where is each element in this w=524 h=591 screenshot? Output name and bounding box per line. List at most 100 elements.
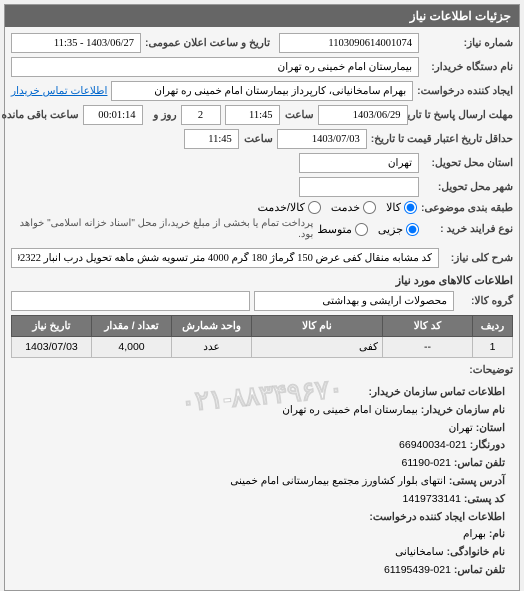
cell-code: --	[383, 337, 473, 358]
row-buyer-org: نام دستگاه خریدار:	[11, 57, 513, 77]
validity-label: حداقل تاریخ اعتبار قیمت تا تاریخ:	[371, 133, 513, 145]
cell-name: کفی	[252, 337, 383, 358]
postal: 1419733141	[403, 493, 461, 505]
address: انتهای بلوار کشاورز مجتمع بیمارستانی اما…	[230, 475, 446, 487]
lname-label: نام خانوادگی:	[447, 546, 505, 558]
cell-date: 1403/07/03	[12, 337, 92, 358]
row-deadline: مهلت ارسال پاسخ تا تاریخ: ساعت روز و ساع…	[11, 105, 513, 125]
deadline-send-label: مهلت ارسال پاسخ تا تاریخ:	[412, 109, 513, 121]
th-code: کد کالا	[383, 316, 473, 337]
remain-input[interactable]	[83, 105, 143, 125]
th-date: تاریخ نیاز	[12, 316, 92, 337]
row-province: استان محل تحویل:	[11, 153, 513, 173]
fax: 021-66940034	[399, 439, 467, 451]
goods-section-title: اطلاعات کالاهای مورد نیاز	[11, 274, 513, 287]
radio-service-label: خدمت	[331, 201, 360, 214]
goods-group-label: گروه کالا:	[458, 295, 513, 307]
row-city: شهر محل تحویل:	[11, 177, 513, 197]
deadline-time-input[interactable]	[225, 105, 280, 125]
radio-service-input[interactable]	[363, 201, 376, 214]
radio-service[interactable]: خدمت	[331, 201, 376, 214]
row-creator: ایجاد کننده درخواست: اطلاعات تماس خریدار	[11, 81, 513, 101]
radio-goods-service[interactable]: کالا/خدمت	[258, 201, 321, 214]
buyer-section-title: اطلاعات تماس سازمان خریدار:	[19, 384, 505, 401]
goods-group-input[interactable]	[254, 291, 454, 311]
th-row: ردیف	[473, 316, 513, 337]
radio-goods-service-input[interactable]	[308, 201, 321, 214]
time-label-2: ساعت	[243, 133, 273, 145]
request-no-label: شماره نیاز:	[423, 37, 513, 49]
days-label: روز و	[147, 109, 177, 121]
radio-goods[interactable]: کالا	[386, 201, 417, 214]
row-title: شرح کلی نیاز:	[11, 248, 513, 268]
validity-date-input[interactable]	[277, 129, 367, 149]
city-input[interactable]	[299, 177, 419, 197]
fname-label: نام:	[489, 528, 505, 540]
radio-partial[interactable]: جزیی	[378, 223, 419, 236]
details-panel: جزئیات اطلاعات نیاز شماره نیاز: تاریخ و …	[4, 4, 520, 591]
title-label: شرح کلی نیاز:	[443, 252, 513, 264]
panel-body: شماره نیاز: تاریخ و ساعت اعلان عمومی: نا…	[5, 27, 519, 590]
th-name: نام کالا	[252, 316, 383, 337]
cell-row: 1	[473, 337, 513, 358]
announce-input[interactable]	[11, 33, 141, 53]
row-category: طبقه بندی موضوعی: کالا خدمت کالا/خدمت	[11, 201, 513, 214]
radio-medium[interactable]: متوسط	[317, 223, 368, 236]
paytype-radios: جزیی متوسط	[317, 223, 419, 236]
request-no-input[interactable]	[279, 33, 419, 53]
province-label: استان محل تحویل:	[423, 157, 513, 169]
radio-medium-label: متوسط	[317, 223, 352, 236]
panel-title: جزئیات اطلاعات نیاز	[5, 5, 519, 27]
announce-label: تاریخ و ساعت اعلان عمومی:	[145, 37, 270, 49]
row-goods-group: گروه کالا:	[11, 291, 513, 311]
lname: سامخانیانی	[395, 546, 444, 558]
title-input[interactable]	[11, 248, 439, 268]
radio-goods-label: کالا	[386, 201, 401, 214]
c-province: تهران	[449, 422, 473, 434]
radio-medium-input[interactable]	[355, 223, 368, 236]
category-radios: کالا خدمت کالا/خدمت	[258, 201, 417, 214]
org-name-label: نام سازمان خریدار:	[421, 404, 505, 416]
table-header-row: ردیف کد کالا نام کالا واحد شمارش تعداد /…	[12, 316, 513, 337]
pay-note: پرداخت تمام یا بخشی از مبلغ خرید،از محل …	[11, 218, 313, 240]
paytype-label: نوع فرایند خرید :	[423, 223, 513, 235]
radio-goods-input[interactable]	[404, 201, 417, 214]
row-request-no: شماره نیاز: تاریخ و ساعت اعلان عمومی:	[11, 33, 513, 53]
cphone: 021-61195439	[384, 564, 451, 576]
th-unit: واحد شمارش	[172, 316, 252, 337]
th-qty: تعداد / مقدار	[92, 316, 172, 337]
deadline-date-input[interactable]	[318, 105, 408, 125]
city-label: شهر محل تحویل:	[423, 181, 513, 193]
row-validity: حداقل تاریخ اعتبار قیمت تا تاریخ: ساعت	[11, 129, 513, 149]
fax-label: دورنگار:	[470, 439, 505, 451]
creator-input[interactable]	[111, 81, 413, 101]
radio-goods-service-label: کالا/خدمت	[258, 201, 305, 214]
creator-section-title: اطلاعات ایجاد کننده درخواست:	[19, 509, 505, 526]
notes-label: توضیحات:	[458, 364, 513, 376]
creator-label: ایجاد کننده درخواست:	[417, 85, 513, 97]
goods-table: ردیف کد کالا نام کالا واحد شمارش تعداد /…	[11, 315, 513, 358]
c-province-label: استان:	[476, 422, 505, 434]
cell-unit: عدد	[172, 337, 252, 358]
validity-time-input[interactable]	[184, 129, 239, 149]
phone: 021-61190	[401, 457, 450, 469]
org-name: بیمارستان امام خمینی ره تهران	[282, 404, 418, 416]
postal-label: کد پستی:	[464, 493, 505, 505]
remain-label: ساعت باقی مانده	[11, 109, 79, 121]
table-row[interactable]: 1 -- کفی عدد 4,000 1403/07/03	[12, 337, 513, 358]
category-label: طبقه بندی موضوعی:	[421, 202, 513, 214]
row-notes: توضیحات:	[11, 364, 513, 376]
cphone-label: تلفن تماس:	[454, 564, 505, 576]
days-input[interactable]	[181, 105, 221, 125]
buyer-org-label: نام دستگاه خریدار:	[423, 61, 513, 73]
buyer-org-input[interactable]	[11, 57, 419, 77]
row-paytype: نوع فرایند خرید : جزیی متوسط پرداخت تمام…	[11, 218, 513, 240]
address-label: آدرس پستی:	[449, 475, 505, 487]
time-label-1: ساعت	[284, 109, 314, 121]
cell-qty: 4,000	[92, 337, 172, 358]
province-input[interactable]	[299, 153, 419, 173]
radio-partial-input[interactable]	[406, 223, 419, 236]
radio-partial-label: جزیی	[378, 223, 403, 236]
goods-extra-input[interactable]	[11, 291, 250, 311]
contact-link[interactable]: اطلاعات تماس خریدار	[11, 85, 107, 97]
